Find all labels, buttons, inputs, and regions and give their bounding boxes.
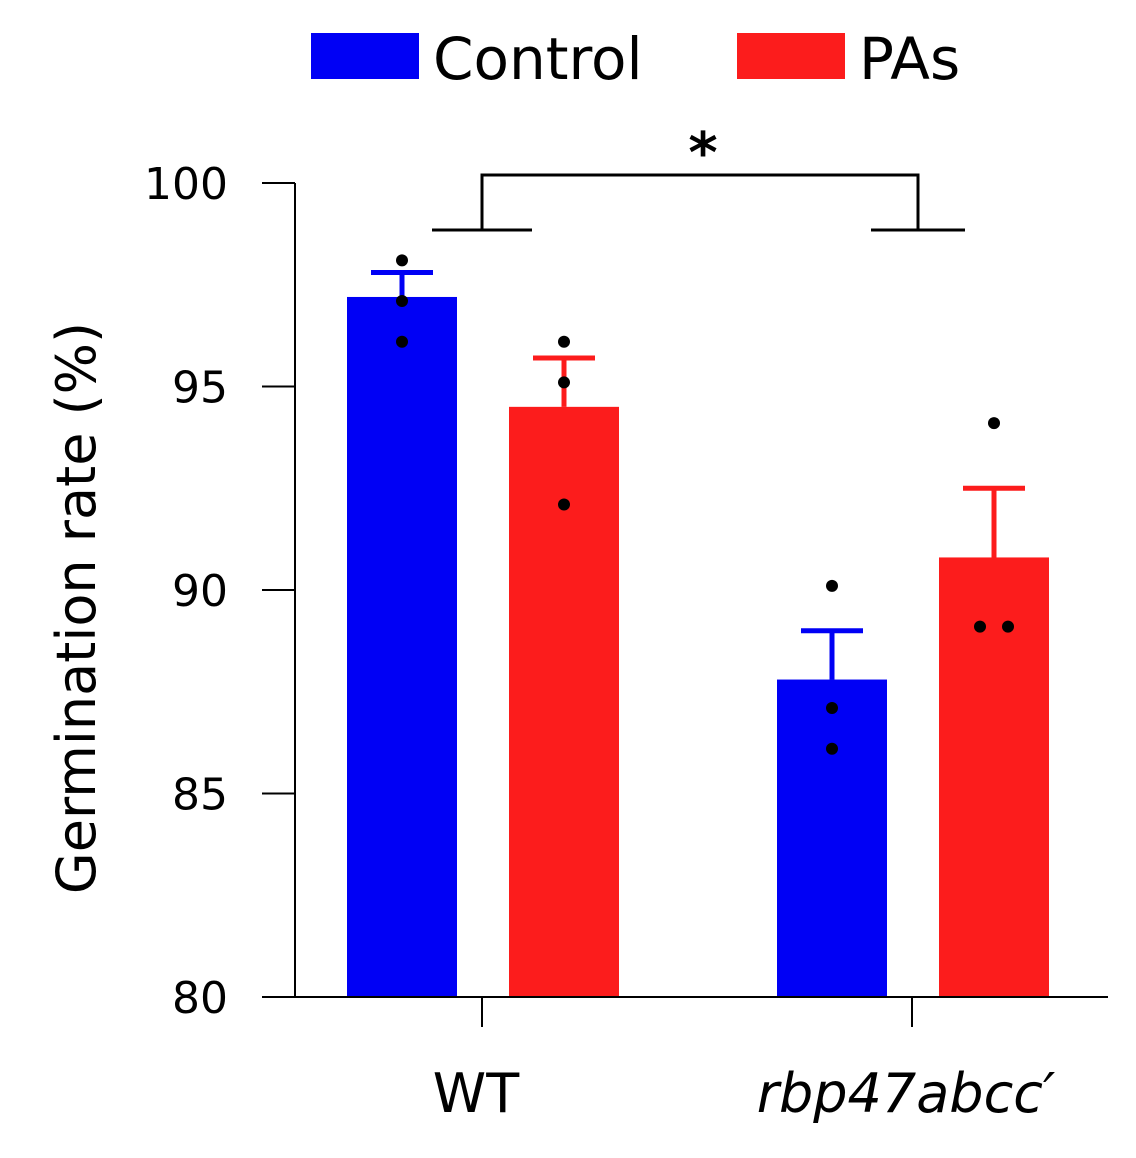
- data-point: [826, 742, 838, 755]
- data-point: [396, 254, 408, 267]
- data-point: [826, 579, 838, 592]
- legend-label: Control: [433, 25, 643, 93]
- data-point: [558, 376, 570, 389]
- data-point: [396, 295, 408, 308]
- legend-label: PAs: [859, 25, 960, 93]
- data-point: [826, 702, 838, 715]
- y-tick-label: 85: [172, 770, 228, 821]
- legend: Control PAs: [311, 25, 960, 93]
- x-ticks: WT rbp47abcc′: [433, 997, 1055, 1125]
- significance-line: [432, 173, 965, 232]
- legend-swatch: [311, 33, 419, 79]
- y-tick-label: 95: [172, 363, 228, 414]
- x-tick-label: rbp47abcc′: [757, 1062, 1055, 1125]
- data-point: [396, 335, 408, 348]
- significance-bracket: *: [432, 121, 965, 232]
- bars: [347, 296, 1049, 998]
- data-point: [558, 335, 570, 348]
- bar: [347, 296, 457, 998]
- y-tick-label: 100: [144, 159, 228, 210]
- data-point: [988, 417, 1000, 430]
- x-tick-label: WT: [433, 1062, 520, 1125]
- data-points: [396, 254, 1014, 755]
- data-point: [558, 498, 570, 511]
- y-axis-label: Germination rate (%): [45, 322, 108, 894]
- data-point: [1002, 620, 1014, 633]
- bar: [939, 557, 1049, 997]
- error-bars: [371, 270, 1025, 680]
- y-tick-label: 80: [172, 973, 228, 1024]
- significance-label: *: [688, 121, 717, 186]
- bar: [509, 406, 619, 998]
- legend-swatch: [737, 33, 845, 79]
- y-ticks: 80 85 90 95 100: [144, 159, 295, 1024]
- data-point: [974, 620, 986, 633]
- bar: [777, 679, 887, 997]
- y-tick-label: 90: [172, 566, 228, 617]
